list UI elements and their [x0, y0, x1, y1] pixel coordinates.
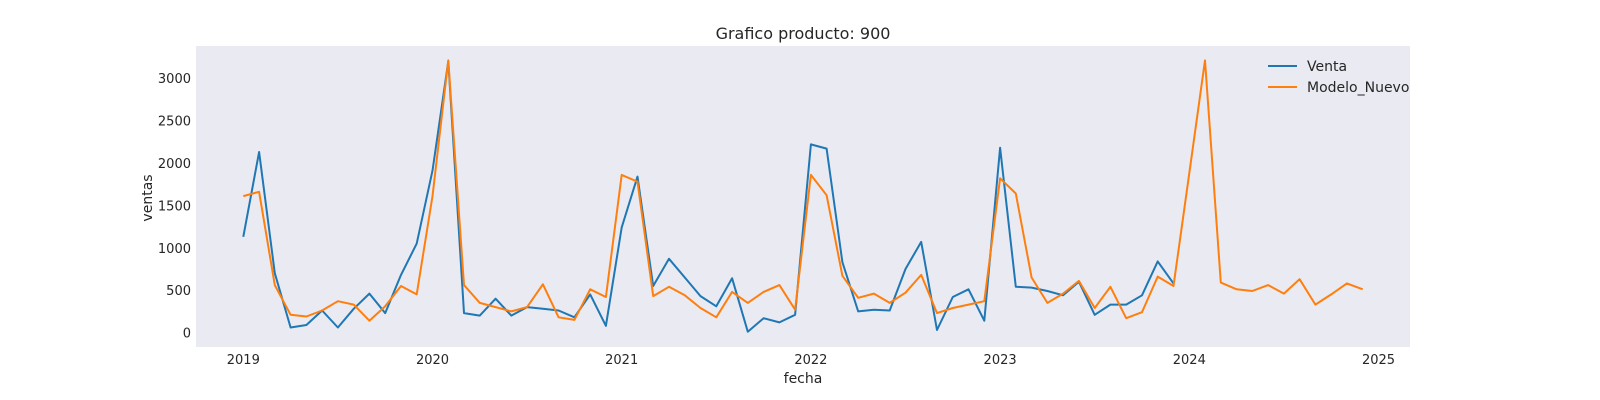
y-tick-label: 2000	[158, 157, 191, 172]
x-tick-labels: 2019 2020 2021 2022 2023 2024 2025	[227, 353, 1395, 368]
series-layer	[242, 59, 1364, 333]
legend: Venta Modelo_Nuevo	[1268, 59, 1409, 96]
y-tick-label: 500	[166, 284, 191, 299]
y-tick-label: 0	[183, 327, 191, 342]
x-tick-label: 2021	[605, 353, 638, 368]
x-axis-label: fecha	[784, 371, 823, 387]
y-tick-label: 1000	[158, 242, 191, 257]
legend-label-modelo-nuevo: Modelo_Nuevo	[1307, 80, 1409, 96]
x-tick-label: 2022	[794, 353, 827, 368]
plot-area	[196, 46, 1410, 347]
x-tick-label: 2024	[1173, 353, 1206, 368]
x-tick-label: 2020	[416, 353, 449, 368]
x-tick-label: 2019	[227, 353, 260, 368]
y-axis-label: ventas	[140, 174, 156, 221]
series-line-venta	[242, 60, 1175, 333]
x-tick-label: 2025	[1362, 353, 1395, 368]
series-line-modelo-nuevo	[243, 59, 1364, 322]
y-tick-label: 2500	[158, 115, 191, 130]
x-tick-label: 2023	[984, 353, 1017, 368]
y-tick-label: 1500	[158, 199, 191, 214]
legend-label-venta: Venta	[1307, 59, 1347, 75]
chart-title: Grafico producto: 900	[716, 24, 891, 43]
y-tick-labels: 0 500 1000 1500 2000 2500 3000	[158, 72, 191, 341]
y-tick-label: 3000	[158, 72, 191, 87]
